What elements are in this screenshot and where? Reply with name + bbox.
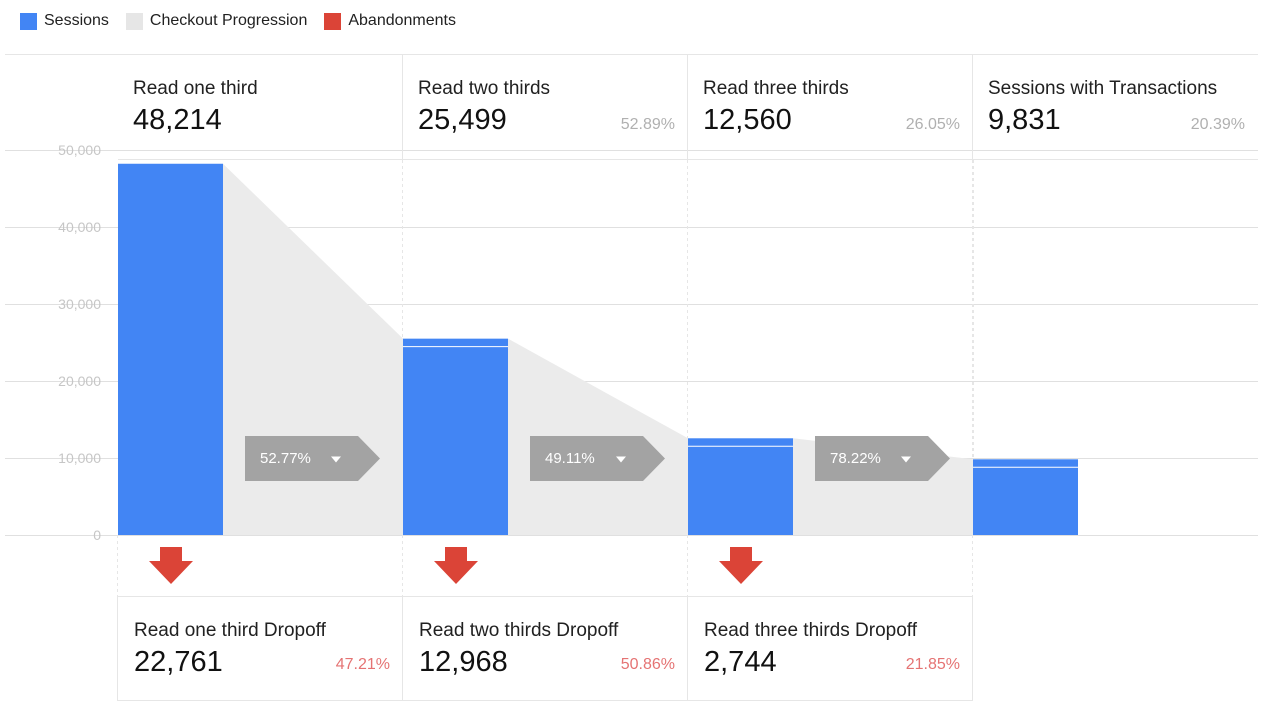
stage-value-4: 9,831 <box>988 104 1061 136</box>
abandonment-arrow-icon <box>149 547 193 584</box>
abandonment-arrow-icon <box>719 547 763 584</box>
dropoff-value-2: 12,968 <box>419 646 508 678</box>
dropoff-label-3: Read three thirds Dropoff <box>704 620 917 641</box>
conversion-rate-1[interactable]: 52.77% <box>260 450 311 467</box>
stage-label-1: Read one third <box>133 78 258 99</box>
sessions-bar-3 <box>688 438 793 535</box>
stage-value-1: 48,214 <box>133 104 222 136</box>
y-tick-label: 20,000 <box>58 373 101 389</box>
legend-item-checkout-progression[interactable]: Checkout Progression <box>125 12 308 30</box>
stage-value-3: 12,560 <box>703 104 792 136</box>
legend-swatch-checkout-progression <box>125 12 143 30</box>
stage-percent-4: 20.39% <box>1190 116 1245 133</box>
y-tick-label: 30,000 <box>58 296 101 312</box>
legend-label-sessions: Sessions <box>44 12 109 29</box>
conversion-arrow-2[interactable] <box>530 436 665 481</box>
conversion-arrow-3[interactable] <box>815 436 950 481</box>
y-tick-label: 50,000 <box>58 142 101 158</box>
conversion-rate-2[interactable]: 49.11% <box>545 450 595 467</box>
dropoff-label-2: Read two thirds Dropoff <box>419 620 619 641</box>
dropoff-label-1: Read one third Dropoff <box>134 620 326 641</box>
y-tick-label: 10,000 <box>58 450 101 466</box>
legend-item-abandonments[interactable]: Abandonments <box>324 12 456 30</box>
legend-label-checkout-progression: Checkout Progression <box>149 12 308 29</box>
sessions-bar-2 <box>403 338 508 535</box>
chevron-down-icon <box>901 456 911 463</box>
legend-item-sessions[interactable]: Sessions <box>20 12 109 30</box>
stage-label-4: Sessions with Transactions <box>988 78 1218 99</box>
stage-value-2: 25,499 <box>418 104 507 136</box>
abandonment-arrow-icon <box>434 547 478 584</box>
stage-label-3: Read three thirds <box>703 78 849 99</box>
legend-swatch-abandonments <box>324 12 342 30</box>
legend-swatch-sessions <box>20 12 37 30</box>
stage-percent-2: 52.89% <box>620 116 675 133</box>
stage-label-2: Read two thirds <box>418 78 551 99</box>
chevron-down-icon <box>331 456 341 463</box>
dropoff-value-1: 22,761 <box>134 646 223 678</box>
dropoff-percent-1: 47.21% <box>335 656 390 673</box>
stage-percent-3: 26.05% <box>905 116 960 133</box>
sessions-bar-1 <box>118 163 223 535</box>
y-tick-label: 0 <box>93 527 101 543</box>
dropoff-percent-3: 21.85% <box>905 656 960 673</box>
dropoff-percent-2: 50.86% <box>620 656 675 673</box>
chevron-down-icon <box>616 456 626 463</box>
conversion-arrow-1[interactable] <box>245 436 380 481</box>
conversion-rate-3[interactable]: 78.22% <box>830 450 881 467</box>
chart-legend: Sessions Checkout Progression Abandonmen… <box>20 12 473 30</box>
dropoff-value-3: 2,744 <box>704 646 777 678</box>
y-tick-label: 40,000 <box>58 219 101 235</box>
sessions-bar-4 <box>973 459 1078 535</box>
legend-label-abandonments: Abandonments <box>348 12 456 29</box>
